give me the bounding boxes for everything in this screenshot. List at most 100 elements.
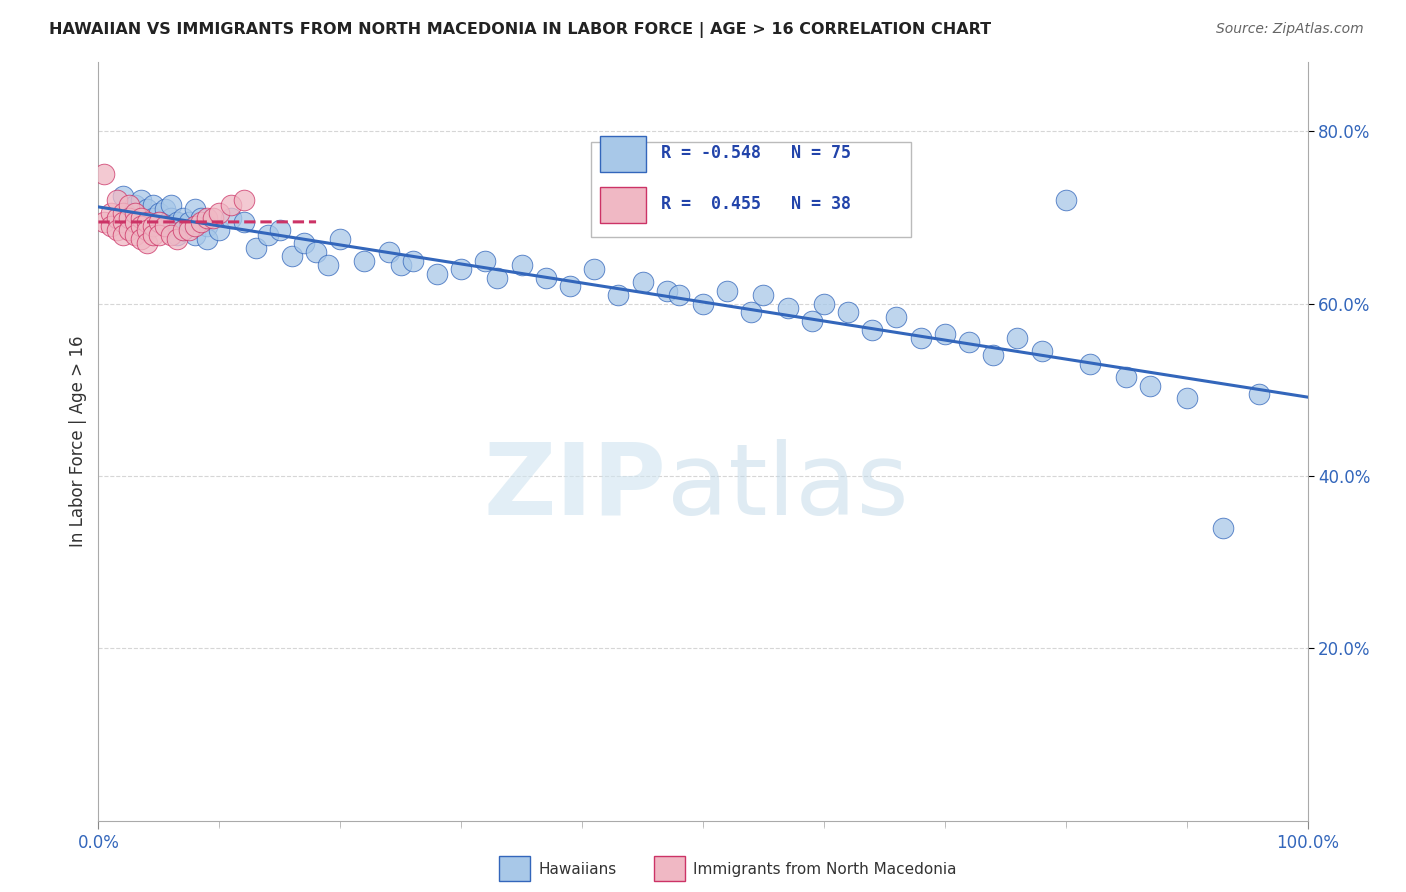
FancyBboxPatch shape	[600, 136, 647, 172]
Point	[142, 197, 165, 211]
Point	[142, 219, 165, 234]
Point	[118, 206, 141, 220]
Point	[402, 253, 425, 268]
Point	[752, 288, 775, 302]
Point	[256, 227, 278, 242]
Y-axis label: In Labor Force | Age > 16: In Labor Force | Age > 16	[69, 335, 87, 548]
Text: R = -0.548   N = 75: R = -0.548 N = 75	[661, 145, 851, 162]
Point	[195, 232, 218, 246]
Point	[353, 253, 375, 268]
Point	[837, 305, 859, 319]
Point	[105, 223, 128, 237]
Point	[195, 219, 218, 234]
Point	[172, 211, 194, 225]
Point	[655, 284, 678, 298]
Text: Hawaiians: Hawaiians	[538, 863, 617, 877]
Point	[305, 244, 328, 259]
Point	[1175, 392, 1198, 406]
Point	[111, 206, 134, 220]
Point	[124, 197, 146, 211]
Point	[153, 219, 176, 234]
Point	[111, 215, 134, 229]
Point	[160, 211, 183, 225]
Point	[860, 322, 883, 336]
Point	[190, 215, 212, 229]
Point	[124, 206, 146, 220]
Text: atlas: atlas	[666, 439, 908, 535]
Point	[377, 244, 399, 259]
Point	[232, 215, 254, 229]
Point	[184, 219, 207, 234]
Point	[486, 270, 509, 285]
Point	[105, 194, 128, 208]
Point	[153, 219, 176, 234]
Text: R =  0.455   N = 38: R = 0.455 N = 38	[661, 195, 851, 213]
Point	[1054, 194, 1077, 208]
Point	[329, 232, 352, 246]
FancyBboxPatch shape	[600, 186, 647, 223]
Point	[142, 211, 165, 225]
Point	[1249, 387, 1271, 401]
Point	[716, 284, 738, 298]
Point	[118, 197, 141, 211]
Point	[160, 197, 183, 211]
FancyBboxPatch shape	[591, 142, 911, 236]
Point	[135, 223, 157, 237]
Point	[631, 275, 654, 289]
Point	[510, 258, 533, 272]
Point	[172, 223, 194, 237]
Point	[389, 258, 412, 272]
Point	[93, 215, 115, 229]
Point	[1115, 370, 1137, 384]
Point	[281, 249, 304, 263]
Point	[148, 215, 170, 229]
Point	[172, 223, 194, 237]
Point	[558, 279, 581, 293]
Point	[179, 215, 201, 229]
Point	[135, 202, 157, 216]
Point	[148, 215, 170, 229]
Point	[1078, 357, 1101, 371]
Point	[1031, 344, 1053, 359]
Point	[316, 258, 339, 272]
Point	[221, 211, 243, 225]
Point	[583, 262, 606, 277]
Point	[195, 211, 218, 225]
Point	[232, 194, 254, 208]
Point	[135, 215, 157, 229]
Point	[124, 215, 146, 229]
Point	[208, 206, 231, 220]
Point	[692, 296, 714, 310]
Point	[100, 219, 122, 234]
Point	[208, 223, 231, 237]
Point	[245, 241, 267, 255]
Point	[221, 197, 243, 211]
Point	[776, 301, 799, 315]
Point	[1212, 521, 1234, 535]
Point	[202, 211, 225, 225]
Point	[934, 326, 956, 341]
Point	[534, 270, 557, 285]
Point	[1007, 331, 1029, 345]
Point	[190, 211, 212, 225]
Point	[129, 219, 152, 234]
Point	[269, 223, 291, 237]
Point	[166, 227, 188, 242]
Text: Source: ZipAtlas.com: Source: ZipAtlas.com	[1216, 22, 1364, 37]
Point	[129, 211, 152, 225]
Point	[450, 262, 472, 277]
Point	[740, 305, 762, 319]
Point	[981, 348, 1004, 362]
Text: HAWAIIAN VS IMMIGRANTS FROM NORTH MACEDONIA IN LABOR FORCE | AGE > 16 CORRELATIO: HAWAIIAN VS IMMIGRANTS FROM NORTH MACEDO…	[49, 22, 991, 38]
Point	[474, 253, 496, 268]
Point	[124, 215, 146, 229]
Point	[100, 206, 122, 220]
Point	[1139, 378, 1161, 392]
Point	[668, 288, 690, 302]
Text: ZIP: ZIP	[484, 439, 666, 535]
Point	[957, 335, 980, 350]
Point	[800, 314, 823, 328]
Point	[111, 189, 134, 203]
Point	[124, 227, 146, 242]
Point	[129, 194, 152, 208]
